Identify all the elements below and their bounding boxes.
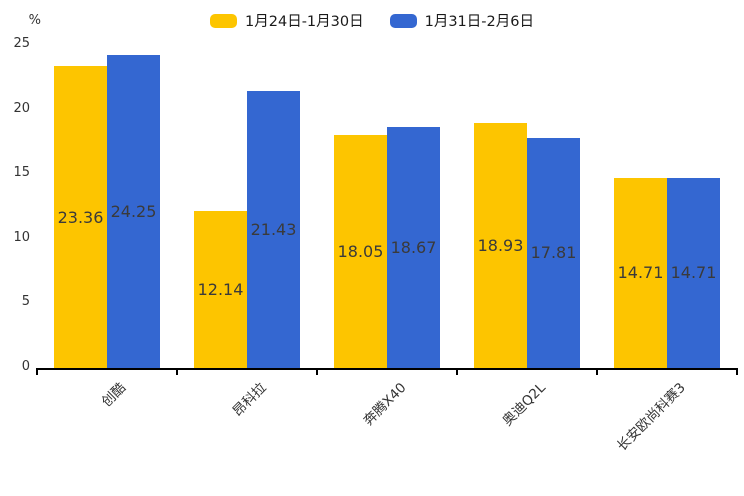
bar-value-label: 14.71 xyxy=(617,263,664,283)
y-tick-label: 10 xyxy=(13,229,30,245)
bar-value-label: 21.43 xyxy=(250,220,297,240)
x-axis-tick xyxy=(176,368,178,375)
bar-value-label: 23.36 xyxy=(57,207,104,227)
x-axis-tick xyxy=(736,368,738,375)
legend-swatch-icon xyxy=(389,13,417,28)
bar-series2: 14.71 xyxy=(667,177,720,368)
bar-value-label: 12.14 xyxy=(197,280,244,300)
x-axis-tick xyxy=(316,368,318,375)
x-category-label: 奥迪Q2L xyxy=(499,379,550,430)
legend-swatch-icon xyxy=(210,13,238,28)
y-tick-label: 0 xyxy=(21,359,30,374)
x-axis-tick xyxy=(596,368,598,375)
x-axis-tick xyxy=(456,368,458,375)
x-category-label: 创酷 xyxy=(98,379,130,411)
x-axis-line xyxy=(37,368,737,370)
bar-value-label: 18.05 xyxy=(337,241,384,261)
bar-value-label: 14.71 xyxy=(670,263,717,283)
bar-value-label: 17.81 xyxy=(530,243,577,263)
legend: 1月24日-1月30日 1月31日-2月6日 xyxy=(0,10,744,31)
bar-series1: 14.71 xyxy=(614,177,667,368)
bar-value-label: 18.93 xyxy=(477,236,524,256)
bar-series2: 17.81 xyxy=(527,137,580,368)
bar-series1: 18.93 xyxy=(474,123,527,368)
legend-label: 1月24日-1月30日 xyxy=(245,14,364,30)
y-tick-label: 25 xyxy=(13,36,30,51)
x-category-label: 奔腾X40 xyxy=(360,379,410,429)
y-tick-label: 20 xyxy=(13,100,30,116)
bar-series1: 23.36 xyxy=(54,66,107,368)
legend-item: 1月31日-2月6日 xyxy=(389,10,534,31)
bar-value-label: 24.25 xyxy=(110,201,157,221)
bar-series1: 18.05 xyxy=(334,134,387,368)
x-category-label: 长安欧尚科赛3 xyxy=(614,379,690,455)
y-axis-unit-label: % xyxy=(28,13,41,28)
x-axis-tick xyxy=(36,368,38,375)
x-category-label: 昂科拉 xyxy=(229,379,270,420)
legend-label: 1月31日-2月6日 xyxy=(424,14,534,30)
bar-series1: 12.14 xyxy=(194,211,247,368)
bar-series2: 24.25 xyxy=(107,54,160,368)
y-tick-label: 15 xyxy=(13,165,30,181)
bar-series2: 18.67 xyxy=(387,126,440,368)
bar-value-label: 18.67 xyxy=(390,237,437,257)
legend-item: 1月24日-1月30日 xyxy=(210,10,364,31)
bar-series2: 21.43 xyxy=(247,91,300,368)
y-tick-label: 5 xyxy=(21,294,30,310)
